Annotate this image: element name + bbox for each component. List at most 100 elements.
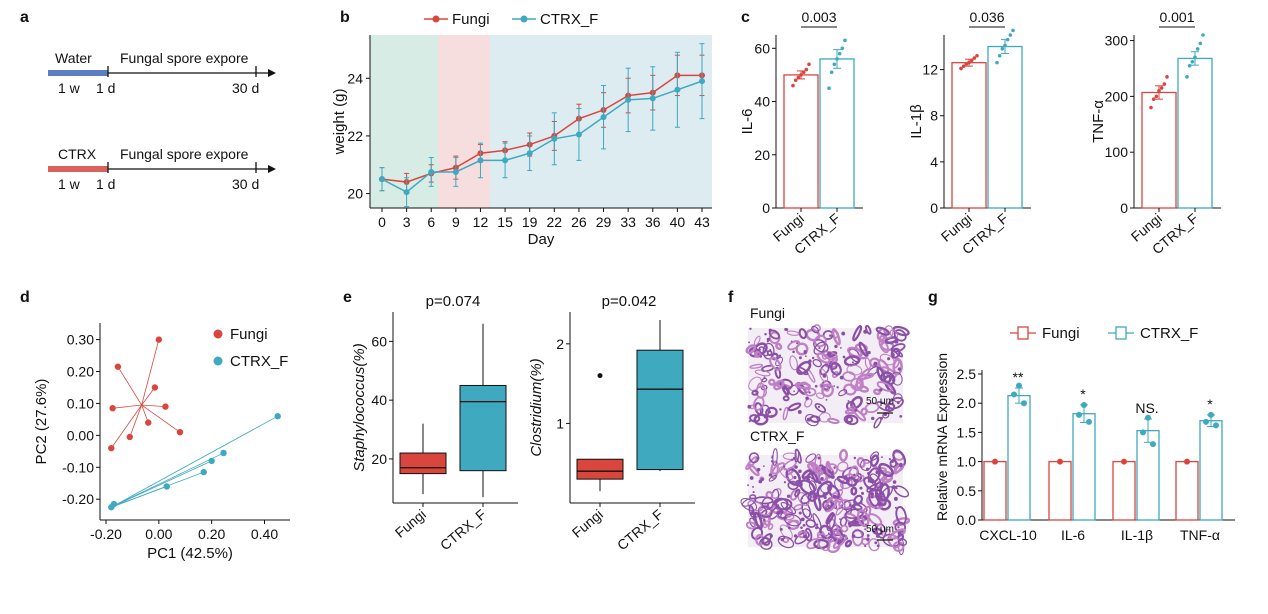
panel-a-timelines: Water Fungal spore expore 1 w 1 d 30 d CTRX Fu… (48, 50, 276, 192)
bar (1175, 460, 1199, 521)
tissue-nucleus (752, 485, 755, 488)
tissue-nucleus (811, 476, 814, 480)
tissue-nucleus (897, 531, 901, 535)
tissue-nucleus (806, 477, 810, 482)
data-point (1086, 418, 1092, 425)
data-point (220, 449, 227, 457)
x-tick-label: Fungi (392, 506, 429, 541)
tissue-cell (797, 530, 808, 539)
data-point (807, 62, 811, 67)
y-tick-label: 20 (754, 147, 770, 163)
tissue-nucleus (876, 534, 880, 538)
tissue-nucleus (894, 339, 899, 344)
tissue-nucleus (839, 518, 841, 520)
y-tick-label: 2.5 (957, 366, 977, 382)
x-tick-label: IL-6 (1061, 527, 1085, 543)
data-point (551, 135, 558, 142)
x-tick-label: 43 (694, 214, 710, 230)
tissue-nucleus (752, 491, 755, 494)
tissue-nucleus (891, 485, 896, 489)
tissue-nucleus (870, 492, 875, 496)
tissue-nucleus (798, 356, 802, 360)
box (576, 373, 624, 492)
tissue-cell (819, 383, 830, 392)
tissue-nucleus (763, 415, 767, 419)
tissue-cell (858, 368, 870, 382)
tissue-nucleus (797, 410, 802, 414)
tissue-cell (780, 501, 797, 515)
data-point (837, 51, 842, 56)
tissue-cell (891, 371, 903, 386)
tissue-cell (897, 538, 908, 546)
data-point (403, 189, 410, 196)
data-point (674, 86, 681, 93)
y-axis-title: PC2 (27.6%) (33, 379, 50, 465)
tissue-cell (843, 414, 859, 426)
data-point (799, 73, 803, 77)
tissue-cell (775, 498, 793, 511)
tissue-cell (779, 524, 793, 540)
data-point (827, 86, 831, 91)
tissue-cell (816, 533, 831, 552)
data-point (961, 64, 966, 68)
data-point (1057, 458, 1063, 465)
timeline-tick-label: 1 w (58, 80, 81, 96)
y-tick-label: -0.10 (62, 459, 94, 475)
x-tick-label: 0.00 (145, 526, 172, 542)
bar (783, 74, 819, 209)
tissue-cell (778, 466, 794, 481)
x-axis-title: PC1 (42.5%) (147, 545, 233, 562)
data-point (176, 428, 184, 436)
box-body (399, 452, 447, 475)
pretreatment-bar (48, 70, 108, 76)
panel-label-b: b (340, 9, 350, 26)
tissue-nucleus (749, 327, 752, 330)
tissue-nucleus (809, 476, 812, 479)
data-point (804, 67, 809, 72)
tissue-nucleus (776, 511, 781, 515)
tissue-nucleus (783, 481, 787, 484)
bar (951, 62, 987, 209)
data-point (1081, 401, 1087, 408)
timeline-tick-label: 1 w (58, 176, 81, 192)
tissue-cell (864, 402, 880, 414)
panel-e-box-6: 1 2 Clostridium(%) p=0.042 Fungi CTRX_F (528, 293, 695, 553)
y-tick-label: 1 (556, 415, 564, 431)
legend-marker (520, 15, 528, 23)
tissue-cell (844, 508, 865, 519)
tissue-nucleus (839, 346, 842, 349)
panel-label-d: d (20, 289, 30, 306)
tissue-nucleus (864, 528, 867, 531)
tissue-nucleus (762, 369, 765, 372)
tissue-cell (748, 376, 762, 391)
tissue-nucleus (780, 538, 784, 542)
timeline-top: Water Fungal spore expore 1 w 1 d 30 d (48, 50, 276, 96)
tissue-cell (842, 371, 856, 382)
tissue-nucleus (814, 384, 818, 388)
data-point (1198, 41, 1203, 46)
x-tick-label: 29 (596, 214, 612, 230)
data-point (1003, 43, 1007, 48)
y-tick-label: 1.0 (957, 454, 977, 470)
y-tick-label: 0.0 (957, 512, 977, 528)
tissue-cell (875, 326, 890, 336)
tissue-cell (753, 413, 769, 426)
tissue-nucleus (749, 476, 754, 480)
tissue-cell (753, 511, 763, 530)
data-point (1150, 441, 1156, 448)
tissue-nucleus (866, 538, 869, 541)
histology-top-label: Fungi (750, 305, 785, 321)
tissue-cell (843, 383, 857, 396)
y-axis-title: Clostridium(%) (528, 358, 545, 456)
x-tick-label: 0.40 (251, 526, 278, 542)
tissue-nucleus (793, 534, 798, 538)
timeline-tick-label: 30 d (232, 176, 259, 192)
tissue-nucleus (863, 329, 868, 334)
data-point (1157, 89, 1161, 93)
pretreatment-bar (48, 166, 108, 172)
x-tick-label: CTRX_F (614, 506, 666, 553)
tissue-cell (887, 534, 901, 549)
x-tick-label: IL-1β (1121, 527, 1153, 543)
spider-line (141, 404, 166, 408)
tissue-nucleus (771, 456, 774, 459)
